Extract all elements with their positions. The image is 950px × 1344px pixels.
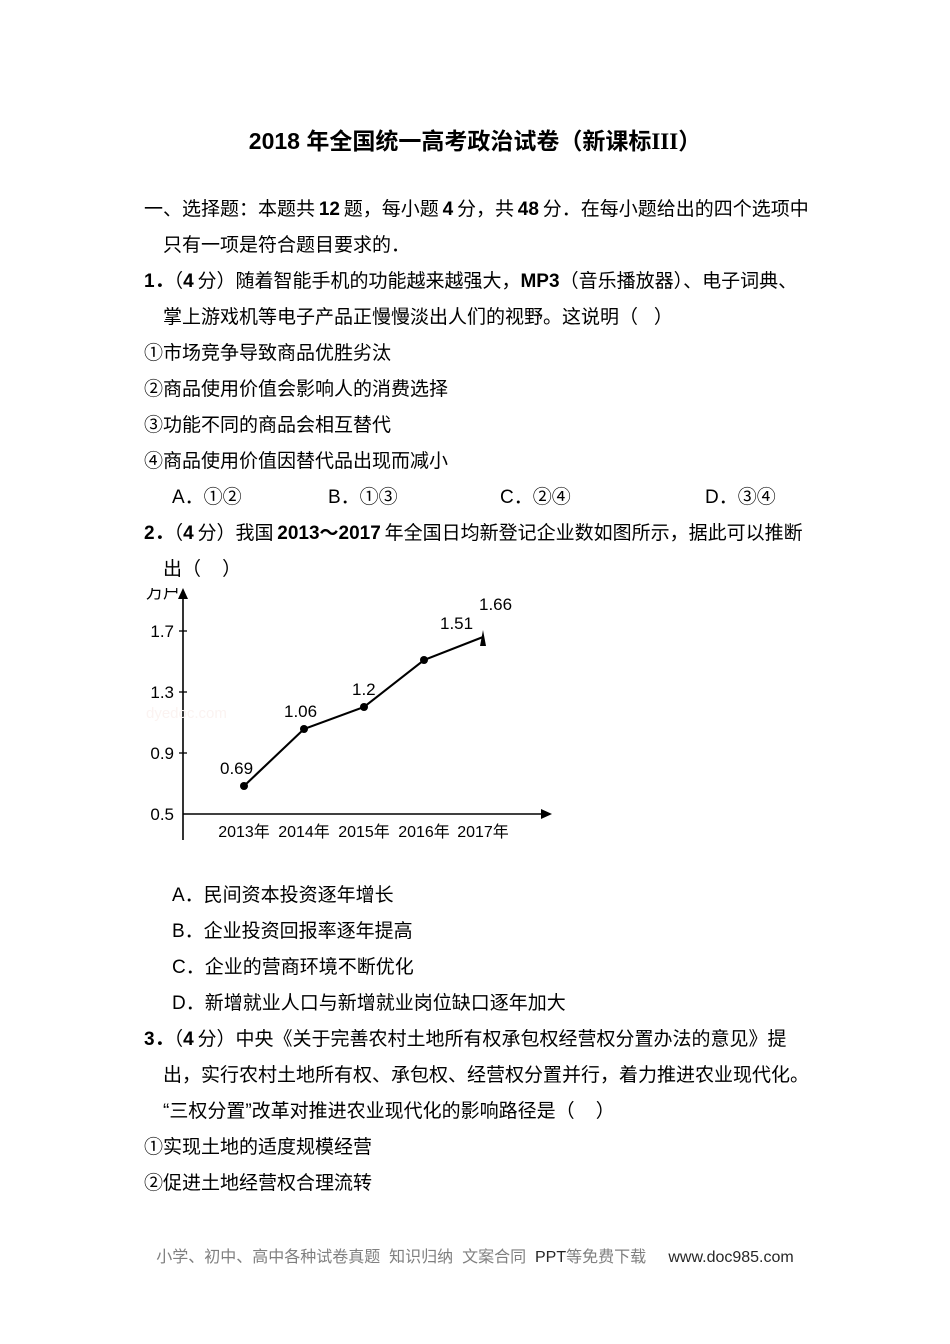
svg-text:1.66: 1.66 — [479, 595, 512, 614]
svg-text:dyedoc.com: dyedoc.com — [146, 705, 227, 722]
svg-text:万户: 万户 — [146, 588, 180, 602]
svg-text:2015年: 2015年 — [338, 823, 390, 841]
svg-text:1.51: 1.51 — [440, 614, 473, 633]
svg-text:0.5: 0.5 — [150, 805, 174, 824]
svg-text:2017年: 2017年 — [457, 823, 509, 841]
svg-text:2014年: 2014年 — [278, 823, 330, 841]
svg-text:0.9: 0.9 — [150, 744, 174, 763]
svg-text:2013年: 2013年 — [218, 823, 270, 841]
svg-text:1.06: 1.06 — [284, 702, 317, 721]
svg-text:2016年: 2016年 — [398, 823, 450, 841]
svg-text:1.3: 1.3 — [150, 683, 174, 702]
svg-text:0.69: 0.69 — [220, 759, 253, 778]
svg-text:1.2: 1.2 — [352, 680, 376, 699]
svg-text:1.7: 1.7 — [150, 622, 174, 641]
